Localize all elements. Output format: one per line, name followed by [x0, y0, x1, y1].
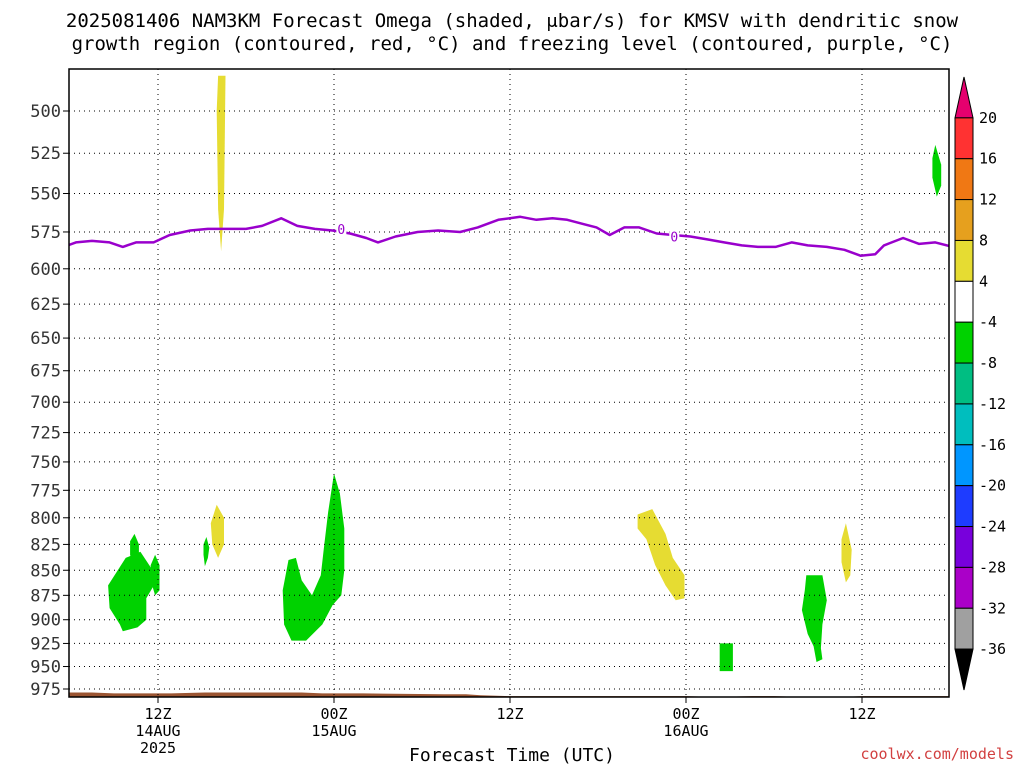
y-tick-label-650: 650	[30, 329, 61, 349]
x-tick-label-6-2: 2025	[140, 739, 176, 757]
freezing-level-label-1: 0	[670, 230, 678, 245]
colorbar-bin-6	[954, 321, 974, 364]
terrain-surface	[69, 692, 949, 697]
omega-region-10	[719, 643, 733, 672]
colorbar-label-1: 16	[979, 150, 997, 168]
y-tick-label-525: 525	[30, 144, 61, 164]
colorbar-label-0: 20	[979, 109, 997, 127]
y-tick-label-875: 875	[30, 586, 61, 606]
colorbar-bin-13	[954, 607, 974, 650]
plot-background	[69, 69, 949, 697]
omega-region-12	[841, 523, 852, 583]
plot-frame	[68, 68, 950, 698]
y-tick-label-825: 825	[30, 535, 61, 555]
colorbar-label-12: -32	[979, 599, 1006, 617]
x-tick-label-42-1: 16AUG	[663, 722, 708, 740]
colorbar-bin-11	[954, 526, 974, 568]
y-tick-label-725: 725	[30, 424, 61, 444]
y-tick-label-775: 775	[30, 481, 61, 501]
x-tick-label-6-0: 12Z	[144, 705, 171, 723]
colorbar-bin-8	[954, 403, 974, 446]
x-tick-label-42-0: 00Z	[672, 705, 699, 723]
colorbar-label-10: -24	[979, 518, 1006, 536]
colorbar-label-2: 12	[979, 191, 997, 209]
omega-region-7	[282, 473, 345, 641]
chart-title-line1: 2025081406 NAM3KM Forecast Omega (shaded…	[65, 10, 959, 32]
y-axis: 500 525 550 575 600 625 650 675 700 725 750 775 800 8…	[30, 102, 69, 700]
y-tick-label-625: 625	[30, 295, 61, 315]
colorbar-bin-1	[954, 117, 974, 160]
y-tick-label-900: 900	[30, 611, 61, 631]
colorbar-label-7: -12	[979, 395, 1006, 413]
colorbar-bin-7	[954, 362, 974, 405]
omega-region-4	[108, 551, 158, 632]
y-tick-label-575: 575	[30, 223, 61, 243]
colorbar-label-3: 8	[979, 231, 988, 249]
chart-title-line2: growth region (contoured, red, °C) and f…	[71, 33, 953, 55]
y-tick-label-800: 800	[30, 509, 61, 529]
omega-region-5	[130, 533, 139, 571]
colorbar-bin-3	[954, 199, 974, 241]
y-tick-label-975: 975	[30, 680, 61, 700]
x-tick-label-18-1: 15AUG	[311, 722, 356, 740]
colorbar-bin-9	[954, 444, 974, 487]
y-tick-label-750: 750	[30, 453, 61, 473]
omega-region-9	[637, 509, 685, 601]
freezing-level-line	[69, 215, 949, 257]
x-tick-label-54-0: 12Z	[848, 705, 875, 723]
colorbar-bottom-arrow	[954, 648, 974, 691]
colorbar-label-6: -8	[979, 354, 997, 372]
y-tick-label-850: 850	[30, 561, 61, 581]
y-tick-label-700: 700	[30, 393, 61, 413]
colorbar-label-8: -16	[979, 436, 1006, 454]
colorbar-label-11: -28	[979, 558, 1006, 576]
plot-area	[69, 69, 949, 697]
colorbar-label-9: -20	[979, 477, 1006, 495]
y-tick-label-950: 950	[30, 658, 61, 678]
freezing-label-bg-1	[669, 229, 680, 244]
colorbar-label-13: -36	[979, 640, 1006, 658]
x-tick-label-6-1: 14AUG	[135, 722, 180, 740]
x-tick-label-30-0: 12Z	[496, 705, 523, 723]
colorbar-bin-2	[954, 158, 974, 201]
colorbar-bin-4	[954, 239, 974, 282]
y-tick-label-500: 500	[30, 102, 61, 122]
x-tick-label-18-0: 00Z	[320, 705, 347, 723]
freezing-level-contour: 00	[69, 215, 949, 257]
y-tick-label-600: 600	[30, 260, 61, 280]
freezing-label-bg-0	[336, 221, 347, 236]
freezing-level-label-0: 0	[337, 223, 345, 238]
colorbar: 20 16 12 8 4 -4 -8 -12 -16 -20 -24 -28 -32 -36	[954, 76, 1006, 691]
y-tick-label-675: 675	[30, 362, 61, 382]
grid-lines	[69, 69, 949, 697]
colorbar-bin-5	[954, 280, 974, 323]
surface-fill	[69, 692, 949, 697]
colorbar-label-4: 4	[979, 272, 988, 290]
omega-region-1	[932, 144, 942, 197]
site-credit: coolwx.com/models	[860, 745, 1014, 763]
x-axis-label: Forecast Time (UTC)	[409, 745, 615, 766]
omega-region-6	[150, 554, 160, 596]
omega-region-11	[801, 575, 827, 662]
colorbar-label-5: -4	[979, 313, 997, 331]
y-tick-label-925: 925	[30, 634, 61, 654]
omega-region-0	[216, 75, 226, 252]
colorbar-top-arrow	[954, 76, 974, 119]
y-tick-label-550: 550	[30, 184, 61, 204]
colorbar-bin-10	[954, 485, 974, 528]
plot-border	[68, 68, 950, 698]
colorbar-bin-12	[954, 566, 974, 609]
